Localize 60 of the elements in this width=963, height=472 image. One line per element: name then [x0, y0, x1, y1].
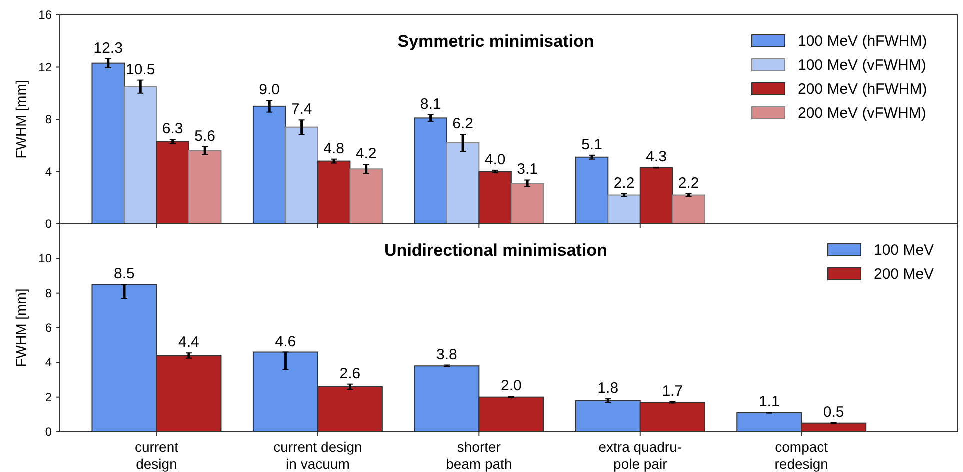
data-label: 3.1 [517, 161, 538, 178]
data-label: 1.7 [662, 382, 684, 400]
bar [510, 183, 544, 224]
bar [350, 168, 383, 224]
bar [285, 126, 318, 224]
x-tick-label: shorter beam path [446, 439, 512, 472]
y-tick-label: 8 [45, 112, 52, 126]
data-label: 8.5 [114, 266, 135, 283]
data-label: 4.4 [178, 334, 200, 352]
y-tick-label: 12 [38, 60, 52, 74]
y-tick-label: 10 [38, 252, 52, 266]
y-tick-label: 4 [45, 164, 52, 179]
y-tick-label: 4 [45, 356, 52, 370]
data-label: 12.3 [94, 40, 123, 57]
y-tick-label: 16 [38, 8, 52, 22]
data-label: 1.1 [758, 394, 780, 411]
text: Unidirectional minimisation [384, 241, 608, 260]
data-label: 4.3 [646, 148, 667, 166]
legend-label: 200 MeV (hFWHM) [798, 81, 928, 98]
data-label: 4.0 [484, 151, 506, 168]
legend-label: 200 MeV (vFWHM) [798, 105, 926, 122]
y-tick-label: 2 [45, 390, 52, 404]
data-label: 8.1 [420, 96, 442, 113]
bar [608, 194, 641, 224]
legend-label: 200 MeV [874, 266, 934, 283]
data-label: 3.8 [436, 346, 458, 364]
data-label: 4.8 [324, 140, 345, 158]
data-label: 2.2 [614, 174, 635, 192]
data-label: 0.5 [823, 404, 844, 421]
bar [124, 86, 158, 224]
data-label: 5.6 [194, 128, 216, 145]
data-label: 2.2 [678, 174, 700, 192]
text: Symmetric minimisation [398, 32, 594, 51]
data-label: 5.1 [582, 136, 602, 154]
data-label: 4.6 [275, 333, 296, 350]
x-tick-label: current design [134, 439, 179, 472]
legend-label: 100 MeV (hFWHM) [798, 33, 928, 50]
y-tick-label: 0 [45, 217, 52, 231]
x-tick-label: extra quadru- pole pair [598, 439, 682, 472]
data-label: 9.0 [259, 82, 280, 99]
data-label: 4.2 [356, 146, 377, 163]
data-label: 7.4 [291, 101, 312, 118]
bar [188, 150, 222, 224]
y-axis-title: FWHM [mm] [13, 288, 29, 368]
data-label: 1.8 [598, 380, 619, 398]
data-label: 2.6 [340, 365, 361, 382]
x-tick-label: compact redesign [774, 439, 828, 472]
data-label: 6.3 [162, 120, 184, 138]
bar [672, 194, 706, 224]
y-tick-label: 0 [45, 425, 52, 439]
legend-label: 100 MeV [874, 242, 934, 259]
data-label: 10.5 [126, 61, 156, 78]
bar [446, 142, 480, 224]
x-tick-label: current design in vacuum [274, 439, 362, 472]
data-label: 6.2 [452, 116, 474, 133]
y-tick-label: 6 [45, 321, 52, 335]
y-tick-label: 8 [45, 286, 52, 300]
data-label: 2.0 [500, 378, 522, 395]
y-axis-title: FWHM [mm] [13, 80, 29, 159]
legend-label: 100 MeV (vFWHM) [798, 57, 926, 74]
